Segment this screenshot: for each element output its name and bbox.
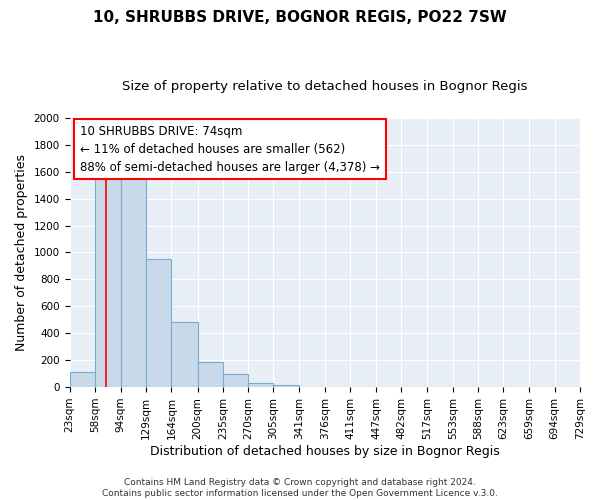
Y-axis label: Number of detached properties: Number of detached properties	[15, 154, 28, 351]
X-axis label: Distribution of detached houses by size in Bognor Regis: Distribution of detached houses by size …	[150, 444, 500, 458]
Bar	[146, 259, 172, 387]
Bar	[172, 322, 197, 387]
Bar	[223, 374, 248, 387]
Bar	[70, 372, 95, 387]
Bar	[248, 383, 274, 387]
Text: 10, SHRUBBS DRIVE, BOGNOR REGIS, PO22 7SW: 10, SHRUBBS DRIVE, BOGNOR REGIS, PO22 7S…	[93, 10, 507, 25]
Bar	[95, 179, 121, 387]
Bar	[197, 362, 223, 387]
Bar	[274, 385, 299, 387]
Title: Size of property relative to detached houses in Bognor Regis: Size of property relative to detached ho…	[122, 80, 527, 93]
Bar	[121, 176, 146, 387]
Text: 10 SHRUBBS DRIVE: 74sqm
← 11% of detached houses are smaller (562)
88% of semi-d: 10 SHRUBBS DRIVE: 74sqm ← 11% of detache…	[80, 124, 380, 174]
Text: Contains HM Land Registry data © Crown copyright and database right 2024.
Contai: Contains HM Land Registry data © Crown c…	[102, 478, 498, 498]
